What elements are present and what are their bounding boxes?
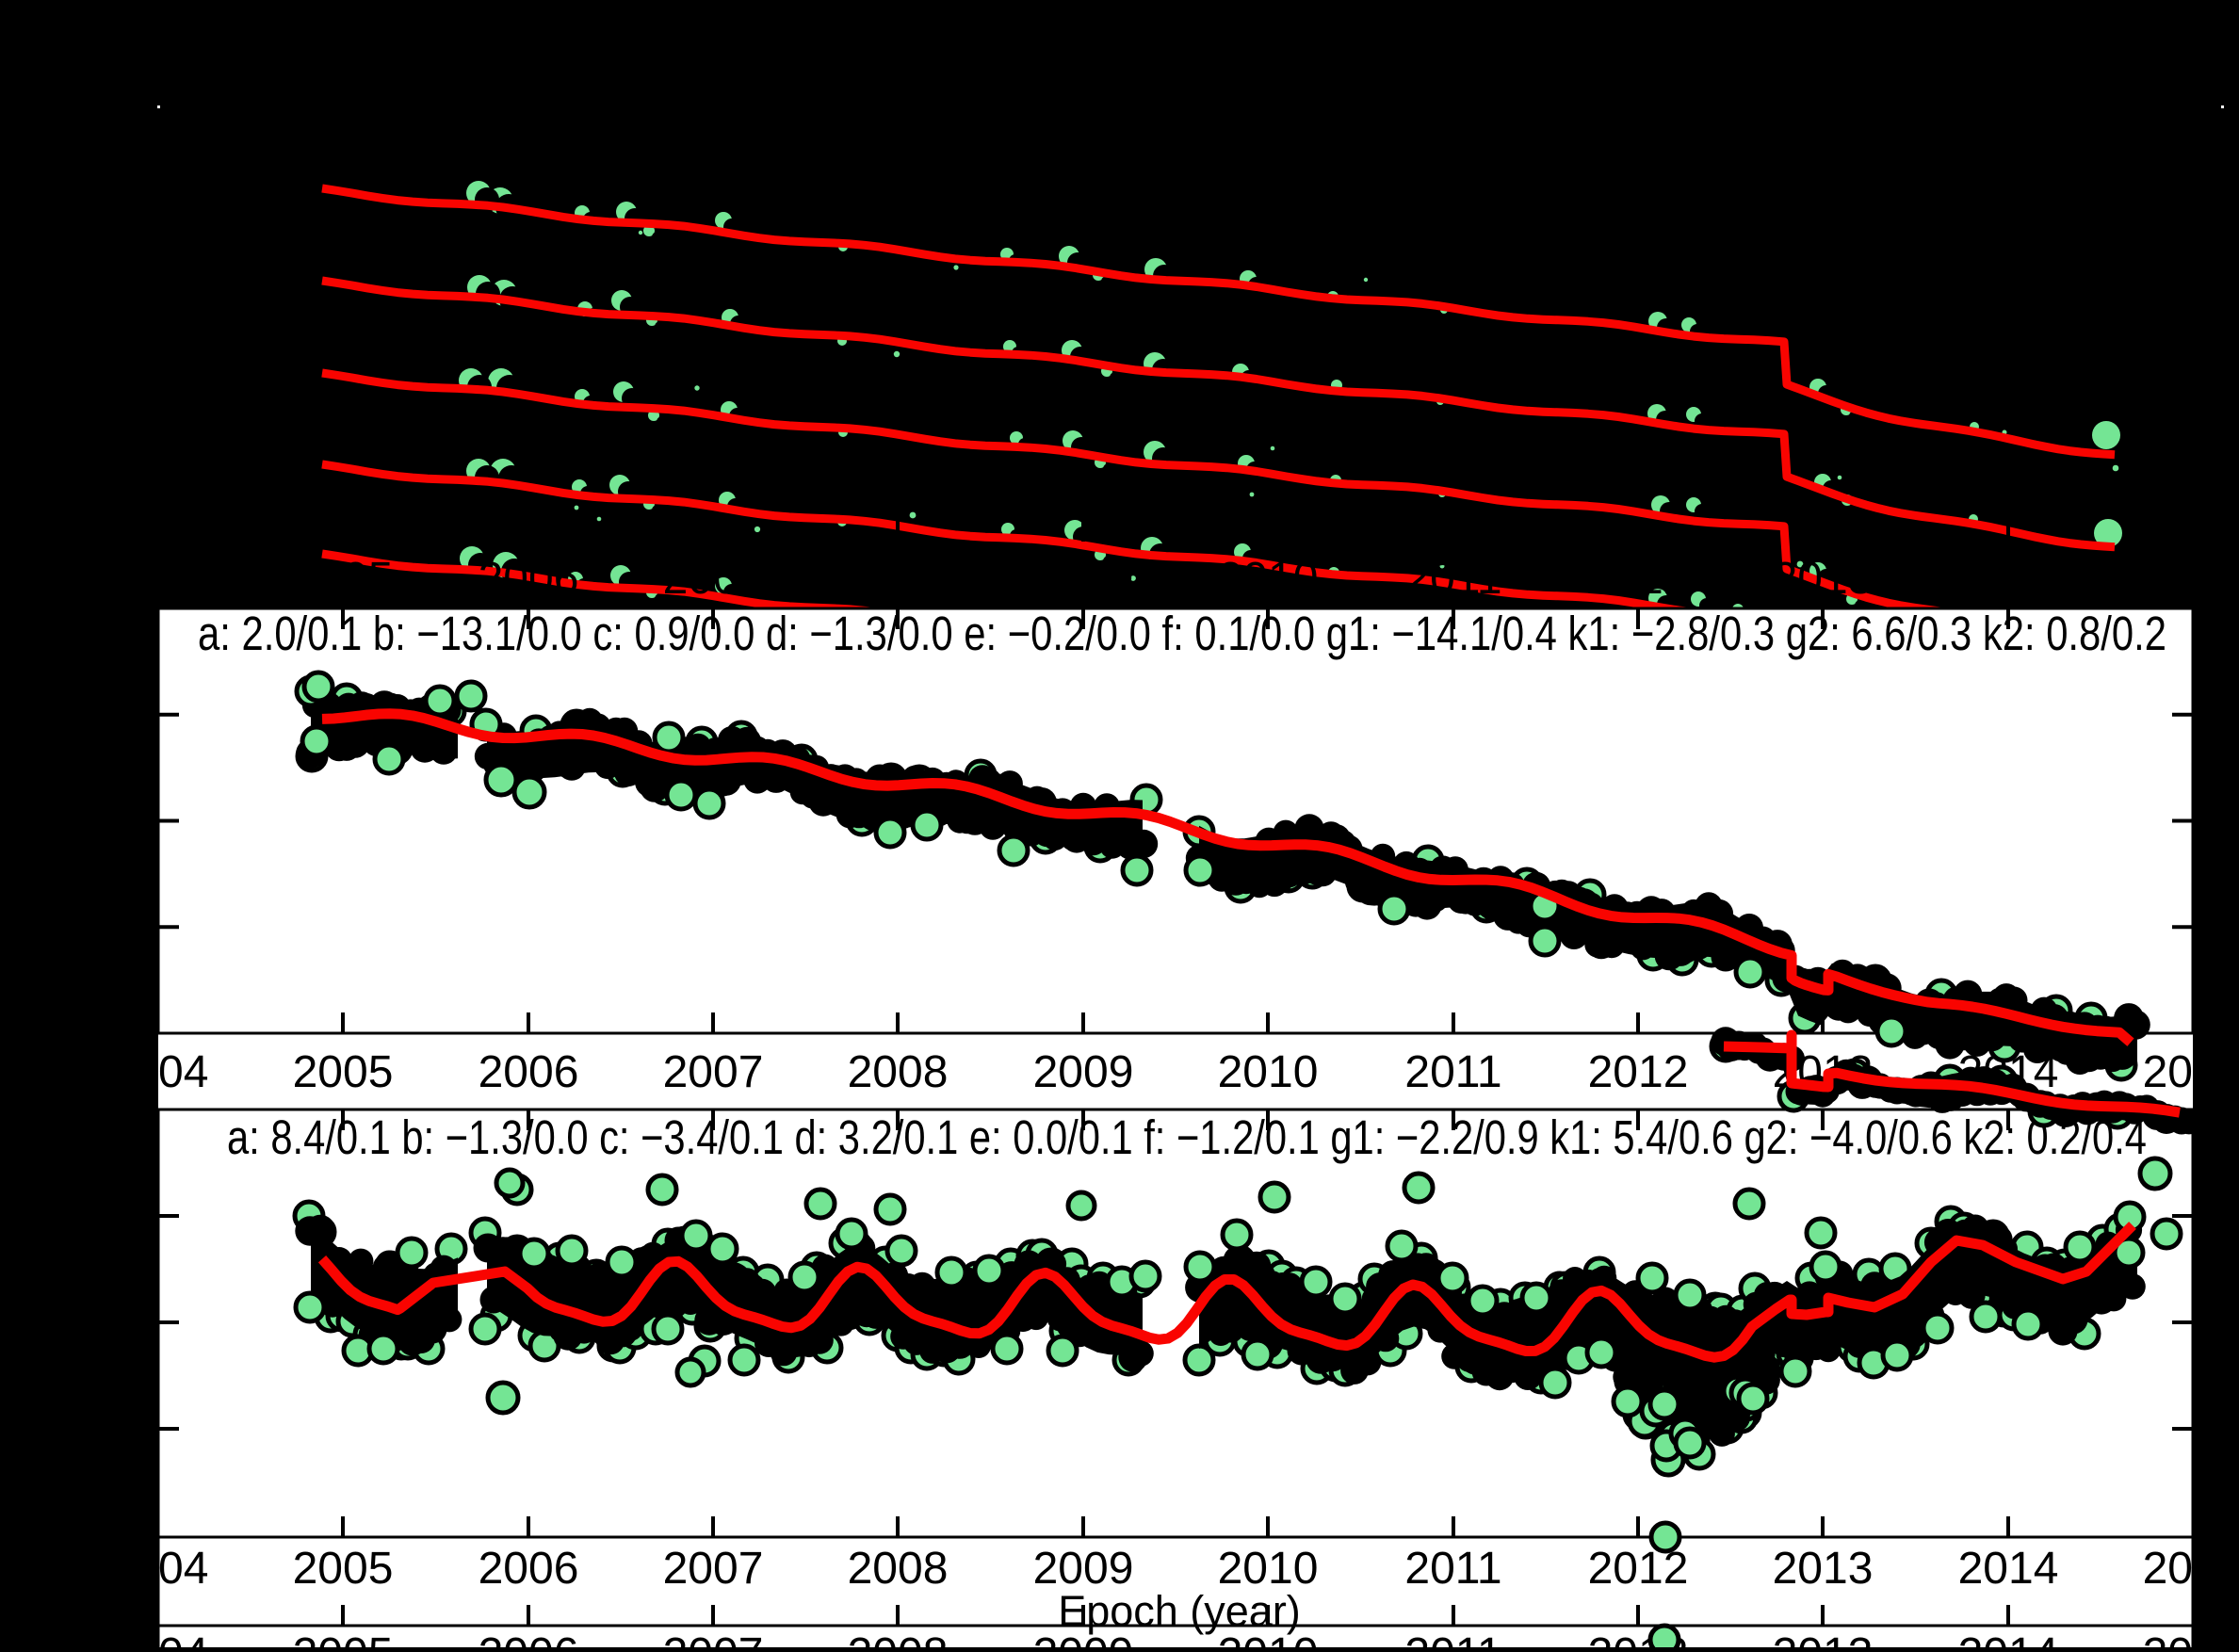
svg-text:2006: 2006 xyxy=(479,1629,579,1647)
svg-text:a: 2.0/0.1 b: −13.1/0.0 c: 0.9: a: 2.0/0.1 b: −13.1/0.0 c: 0.9/0.0 d: −1… xyxy=(198,607,2166,660)
svg-text:2011: 2011 xyxy=(1404,554,1501,604)
svg-text:2011: 2011 xyxy=(1404,1047,1501,1097)
svg-text:2014: 2014 xyxy=(1958,554,2059,604)
svg-text:2010: 2010 xyxy=(1218,1544,1319,1594)
svg-text:2014: 2014 xyxy=(1958,1629,2059,1647)
svg-text:2015: 2015 xyxy=(2143,1047,2239,1097)
svg-text:2008: 2008 xyxy=(848,1047,949,1097)
svg-text:2010: 2010 xyxy=(1218,1047,1319,1097)
svg-text:2005: 2005 xyxy=(293,1047,394,1097)
svg-text:2013: 2013 xyxy=(1773,1544,1874,1594)
svg-text:2006: 2006 xyxy=(479,554,579,604)
svg-text:2006: 2006 xyxy=(479,1047,579,1097)
svg-text:2008: 2008 xyxy=(848,1544,949,1594)
svg-text:2015: 2015 xyxy=(2143,1544,2239,1594)
svg-text:2005: 2005 xyxy=(293,1544,394,1594)
svg-text:2012: 2012 xyxy=(1588,1047,1689,1097)
svg-text:2009: 2009 xyxy=(1033,1047,1134,1097)
svg-text:2004: 2004 xyxy=(108,554,209,604)
svg-text:2009: 2009 xyxy=(1033,1544,1134,1594)
svg-text:2008: 2008 xyxy=(848,1629,949,1647)
svg-text:2005: 2005 xyxy=(293,554,394,604)
svg-text:2009: 2009 xyxy=(1033,554,1134,604)
svg-text:2004: 2004 xyxy=(108,1629,209,1647)
svg-text:2008: 2008 xyxy=(848,554,949,604)
svg-text:2004: 2004 xyxy=(108,1544,209,1594)
svg-text:2010: 2010 xyxy=(1218,554,1319,604)
svg-text:2013: 2013 xyxy=(1773,554,1874,604)
svg-text:2011: 2011 xyxy=(1404,1629,1501,1647)
svg-text:2007: 2007 xyxy=(663,1544,764,1594)
svg-text:2015: 2015 xyxy=(2143,554,2239,604)
svg-text:a: 8.4/0.1 b: −1.3/0.0 c: −3.4: a: 8.4/0.1 b: −1.3/0.0 c: −3.4/0.1 d: 3.… xyxy=(227,1110,2147,1164)
svg-text:2007: 2007 xyxy=(663,1047,764,1097)
svg-text:2011: 2011 xyxy=(1404,1544,1501,1594)
svg-text:2012: 2012 xyxy=(1588,554,1689,604)
svg-text:Epoch (year): Epoch (year) xyxy=(1058,1587,1301,1635)
svg-text:2006: 2006 xyxy=(479,1544,579,1594)
svg-text:2014: 2014 xyxy=(1958,1544,2059,1594)
svg-text:2015: 2015 xyxy=(2143,1629,2239,1647)
svg-text:2007: 2007 xyxy=(663,554,764,604)
svg-text:2005: 2005 xyxy=(293,1629,394,1647)
svg-text:2013: 2013 xyxy=(1773,1629,1874,1647)
svg-text:2004: 2004 xyxy=(108,1047,209,1097)
svg-text:2007: 2007 xyxy=(663,1629,764,1647)
